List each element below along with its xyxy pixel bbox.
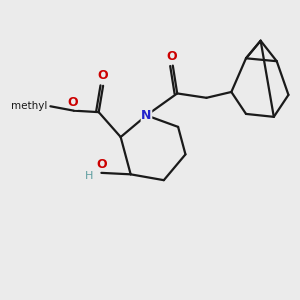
Text: methyl: methyl xyxy=(11,101,47,111)
Text: O: O xyxy=(98,69,108,82)
Text: H: H xyxy=(85,171,93,182)
Text: O: O xyxy=(67,96,78,109)
Text: O: O xyxy=(96,158,107,170)
Text: N: N xyxy=(141,109,152,122)
Text: O: O xyxy=(166,50,177,63)
